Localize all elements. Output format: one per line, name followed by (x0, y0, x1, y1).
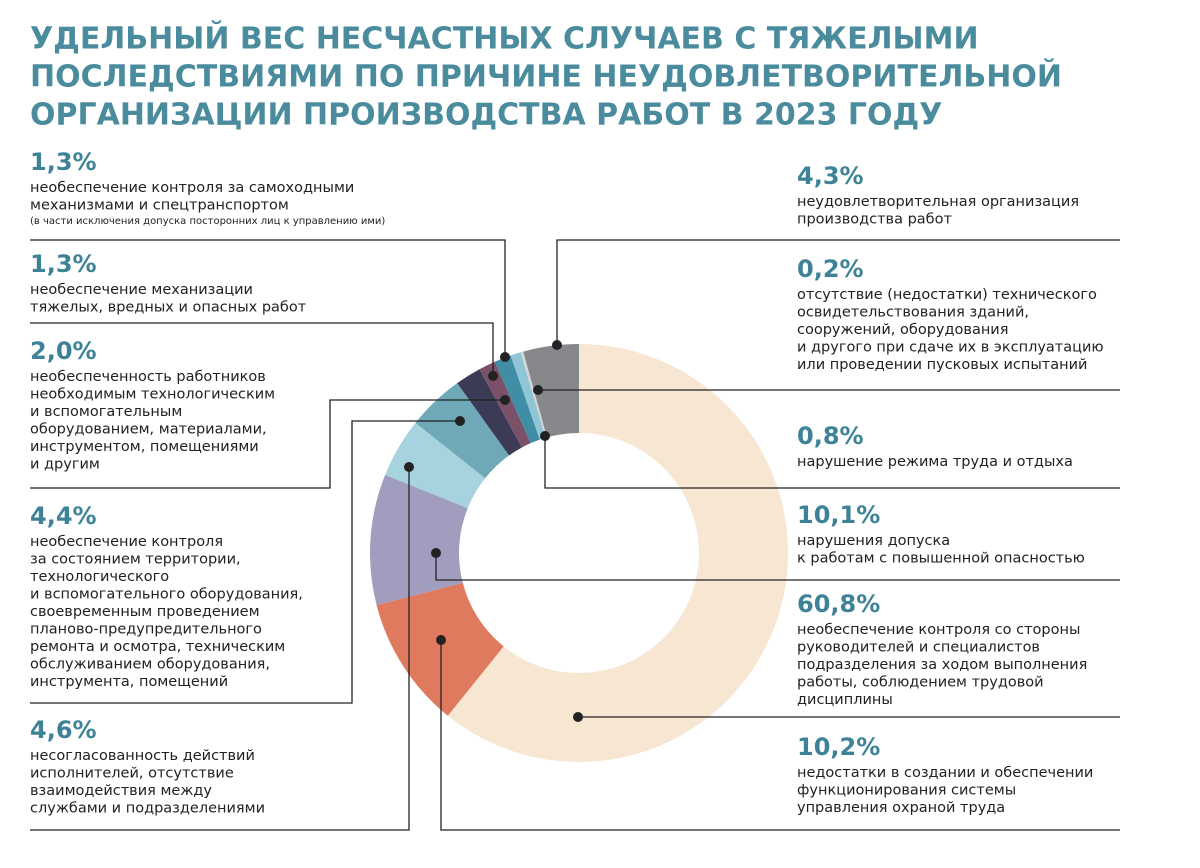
chart-title: УДЕЛЬНЫЙ ВЕС НЕСЧАСТНЫХ СЛУЧАЕВ С ТЯЖЕЛЫ… (30, 21, 979, 57)
value-label: 1,3% (30, 250, 97, 278)
category-label: функционирования системы (797, 783, 1016, 799)
value-label: 4,3% (797, 162, 864, 190)
value-label: 0,2% (797, 255, 864, 283)
category-label: необходимым технологическим (30, 387, 275, 403)
category-label: нарушение режима труда и отдыха (797, 454, 1073, 470)
value-label: 2,0% (30, 337, 97, 365)
category-label: и вспомогательным (30, 404, 182, 420)
category-label: сооружений, оборудования (797, 322, 1008, 338)
category-label: технологического (30, 569, 169, 585)
leader-line (30, 239, 506, 357)
category-label: тяжелых, вредных и опасных работ (30, 300, 307, 316)
category-label: взаимодействия между (30, 783, 212, 799)
category-label: необеспечение контроля со стороны (797, 622, 1080, 638)
category-label: производства работ (797, 212, 952, 228)
value-label: 1,3% (30, 148, 97, 176)
value-label: 10,2% (797, 733, 880, 761)
leader-line (30, 420, 460, 704)
donut-segment (523, 344, 579, 438)
category-label: нарушения допуска (797, 533, 950, 549)
category-label: необеспечение механизации (30, 282, 253, 298)
value-label: 0,8% (797, 422, 864, 450)
donut-segment (520, 351, 547, 438)
annotation: (в части исключения допуска посторонних … (30, 216, 385, 227)
donut-segment (510, 352, 546, 440)
category-label: инструмента, помещений (30, 674, 228, 690)
category-label: работы, соблюдением трудовой (797, 675, 1044, 691)
value-label: 10,1% (797, 501, 880, 529)
category-label: и другим (30, 457, 100, 473)
category-label: исполнителей, отсутствие (30, 766, 234, 782)
leader-line (30, 467, 410, 831)
leader-line (544, 436, 1120, 489)
leader-dot (404, 462, 414, 472)
leader-dot (500, 352, 510, 362)
donut-segment (447, 344, 789, 762)
category-label: необеспечение контроля (30, 534, 223, 550)
chart-title: ОРГАНИЗАЦИИ ПРОИЗВОДСТВА РАБОТ В 2023 ГО… (30, 98, 942, 133)
category-label: за состоянием территории, (30, 552, 241, 568)
leader-dot (540, 431, 550, 441)
category-label: и другого при сдаче их в эксплуатацию (797, 340, 1104, 356)
category-label: отсутствие (недостатки) технического (797, 287, 1097, 303)
category-label: оборудованием, материалами, (30, 422, 267, 438)
category-label: необеспеченность работников (30, 369, 266, 385)
category-label: своевременным проведением (30, 604, 260, 620)
leader-dot (552, 340, 562, 350)
donut-segment (385, 422, 486, 509)
category-label: и вспомогательного оборудования, (30, 587, 303, 603)
value-label: 4,6% (30, 716, 97, 744)
category-label: дисциплины (797, 692, 893, 708)
category-label: управления охраной труда (797, 800, 1005, 816)
category-label: инструментом, помещениями (30, 439, 259, 455)
category-label: недостатки в создании и обеспечении (797, 765, 1093, 781)
leader-dot (488, 371, 498, 381)
leader-dot (500, 395, 510, 405)
value-label: 60,8% (797, 590, 880, 618)
donut-segment (415, 383, 510, 479)
leader-dot (455, 416, 465, 426)
category-label: или проведении пусковых испытаний (797, 357, 1087, 373)
category-label: к работам с повышенной опасностью (797, 551, 1085, 567)
chart-title: ПОСЛЕДСТВИЯМИ ПО ПРИЧИНЕ НЕУДОВЛЕТВОРИТЕ… (30, 59, 1062, 95)
leader-line (440, 640, 1120, 831)
category-label: неудовлетворительная организация (797, 194, 1079, 210)
leader-line (556, 239, 1120, 345)
leader-dot (436, 635, 446, 645)
category-label: освидетельствования зданий, (797, 305, 1029, 321)
leader-dot (431, 548, 441, 558)
donut-segment (370, 474, 468, 605)
leader-dot (533, 385, 543, 395)
category-label: службами и подразделениями (30, 801, 265, 817)
category-label: механизмами и спецтранспортом (30, 198, 289, 214)
donut-segment (494, 355, 540, 444)
category-label: ремонта и осмотра, техническим (30, 639, 285, 655)
category-label: планово-предупредительного (30, 622, 262, 638)
leader-line (435, 553, 1120, 581)
category-label: обслуживанием оборудования, (30, 657, 270, 673)
value-label: 4,4% (30, 502, 97, 530)
donut-segment (457, 369, 522, 456)
leader-line (30, 322, 494, 376)
category-label: руководителей и специалистов (797, 640, 1040, 656)
category-label: необеспечение контроля за самоходными (30, 180, 354, 196)
leader-line (30, 399, 505, 489)
category-label: несогласованность действий (30, 748, 255, 764)
donut-segment (376, 582, 504, 716)
category-label: подразделения за ходом выполнения (797, 657, 1087, 673)
leader-dot (573, 712, 583, 722)
